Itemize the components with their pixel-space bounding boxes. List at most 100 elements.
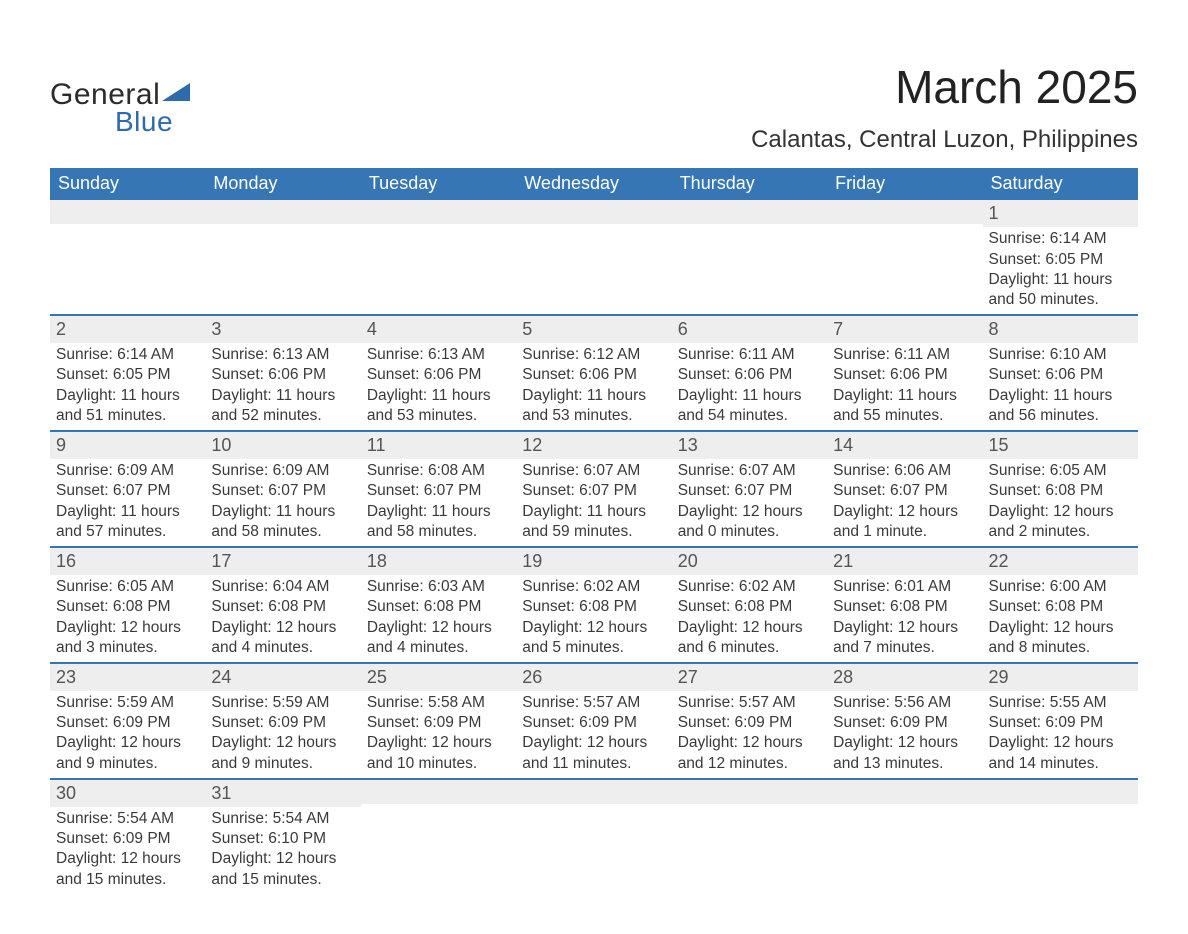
sunrise-line: Sunrise: 6:08 AM	[367, 461, 510, 481]
daylight-line: Daylight: 11 hours and 50 minutes.	[989, 270, 1132, 310]
day-number: 29	[983, 664, 1138, 691]
sunset-line: Sunset: 6:08 PM	[678, 597, 821, 617]
day-body: Sunrise: 6:08 AMSunset: 6:07 PMDaylight:…	[361, 459, 516, 546]
day-cell: 21Sunrise: 6:01 AMSunset: 6:08 PMDayligh…	[827, 548, 982, 662]
day-body: Sunrise: 6:00 AMSunset: 6:08 PMDaylight:…	[983, 575, 1138, 662]
day-number: 2	[50, 316, 205, 343]
day-number: 31	[205, 780, 360, 807]
daylight-line: Daylight: 12 hours and 1 minute.	[833, 502, 976, 542]
sunset-line: Sunset: 6:07 PM	[522, 481, 665, 501]
day-body: Sunrise: 6:10 AMSunset: 6:06 PMDaylight:…	[983, 343, 1138, 430]
sunset-line: Sunset: 6:08 PM	[989, 597, 1132, 617]
sunrise-line: Sunrise: 6:01 AM	[833, 577, 976, 597]
day-cell: 11Sunrise: 6:08 AMSunset: 6:07 PMDayligh…	[361, 432, 516, 546]
day-cell: 29Sunrise: 5:55 AMSunset: 6:09 PMDayligh…	[983, 664, 1138, 778]
day-body: Sunrise: 6:04 AMSunset: 6:08 PMDaylight:…	[205, 575, 360, 662]
day-number: 28	[827, 664, 982, 691]
day-body	[516, 224, 671, 230]
day-body: Sunrise: 5:56 AMSunset: 6:09 PMDaylight:…	[827, 691, 982, 778]
day-cell	[361, 780, 516, 894]
daylight-line: Daylight: 12 hours and 4 minutes.	[367, 618, 510, 658]
day-cell: 31Sunrise: 5:54 AMSunset: 6:10 PMDayligh…	[205, 780, 360, 894]
sunrise-line: Sunrise: 6:07 AM	[678, 461, 821, 481]
daylight-line: Daylight: 12 hours and 7 minutes.	[833, 618, 976, 658]
day-number: 23	[50, 664, 205, 691]
day-cell	[827, 780, 982, 894]
day-body: Sunrise: 6:11 AMSunset: 6:06 PMDaylight:…	[827, 343, 982, 430]
day-number	[827, 780, 982, 804]
day-body: Sunrise: 6:14 AMSunset: 6:05 PMDaylight:…	[983, 227, 1138, 314]
daylight-line: Daylight: 12 hours and 15 minutes.	[211, 849, 354, 889]
day-cell: 12Sunrise: 6:07 AMSunset: 6:07 PMDayligh…	[516, 432, 671, 546]
daylight-line: Daylight: 11 hours and 58 minutes.	[211, 502, 354, 542]
daylight-line: Daylight: 12 hours and 14 minutes.	[989, 733, 1132, 773]
day-number: 15	[983, 432, 1138, 459]
day-number: 10	[205, 432, 360, 459]
daylight-line: Daylight: 11 hours and 56 minutes.	[989, 386, 1132, 426]
daylight-line: Daylight: 12 hours and 12 minutes.	[678, 733, 821, 773]
sunrise-line: Sunrise: 6:10 AM	[989, 345, 1132, 365]
day-cell	[672, 780, 827, 894]
day-number: 18	[361, 548, 516, 575]
day-number: 22	[983, 548, 1138, 575]
daylight-line: Daylight: 12 hours and 6 minutes.	[678, 618, 821, 658]
sunrise-line: Sunrise: 5:54 AM	[211, 809, 354, 829]
day-cell: 26Sunrise: 5:57 AMSunset: 6:09 PMDayligh…	[516, 664, 671, 778]
weekday-header: Sunday	[50, 168, 205, 200]
day-body	[672, 224, 827, 230]
day-body	[983, 804, 1138, 810]
sunrise-line: Sunrise: 5:59 AM	[56, 693, 199, 713]
day-body: Sunrise: 6:13 AMSunset: 6:06 PMDaylight:…	[205, 343, 360, 430]
daylight-line: Daylight: 11 hours and 57 minutes.	[56, 502, 199, 542]
sunset-line: Sunset: 6:09 PM	[56, 713, 199, 733]
weekday-header: Thursday	[672, 168, 827, 200]
day-number	[983, 780, 1138, 804]
day-number: 11	[361, 432, 516, 459]
day-number	[516, 200, 671, 224]
day-body: Sunrise: 6:02 AMSunset: 6:08 PMDaylight:…	[672, 575, 827, 662]
day-number: 27	[672, 664, 827, 691]
sunrise-line: Sunrise: 6:06 AM	[833, 461, 976, 481]
sunset-line: Sunset: 6:09 PM	[367, 713, 510, 733]
day-body	[50, 224, 205, 230]
day-number: 24	[205, 664, 360, 691]
weekday-header-row: SundayMondayTuesdayWednesdayThursdayFrid…	[50, 168, 1138, 200]
day-cell	[50, 200, 205, 314]
calendar-page: General Blue March 2025 Calantas, Centra…	[0, 0, 1188, 934]
day-body	[827, 804, 982, 810]
sunset-line: Sunset: 6:07 PM	[56, 481, 199, 501]
weeks-container: 1Sunrise: 6:14 AMSunset: 6:05 PMDaylight…	[50, 200, 1138, 894]
sunrise-line: Sunrise: 6:14 AM	[989, 229, 1132, 249]
day-number: 30	[50, 780, 205, 807]
day-body: Sunrise: 6:02 AMSunset: 6:08 PMDaylight:…	[516, 575, 671, 662]
day-body: Sunrise: 6:01 AMSunset: 6:08 PMDaylight:…	[827, 575, 982, 662]
sunrise-line: Sunrise: 6:05 AM	[56, 577, 199, 597]
sunset-line: Sunset: 6:09 PM	[833, 713, 976, 733]
day-body	[672, 804, 827, 810]
sunset-line: Sunset: 6:09 PM	[989, 713, 1132, 733]
day-number: 21	[827, 548, 982, 575]
location-title: Calantas, Central Luzon, Philippines	[751, 126, 1138, 154]
daylight-line: Daylight: 12 hours and 0 minutes.	[678, 502, 821, 542]
day-cell: 24Sunrise: 5:59 AMSunset: 6:09 PMDayligh…	[205, 664, 360, 778]
day-cell: 6Sunrise: 6:11 AMSunset: 6:06 PMDaylight…	[672, 316, 827, 430]
daylight-line: Daylight: 12 hours and 15 minutes.	[56, 849, 199, 889]
sunset-line: Sunset: 6:09 PM	[678, 713, 821, 733]
daylight-line: Daylight: 11 hours and 53 minutes.	[367, 386, 510, 426]
sunset-line: Sunset: 6:09 PM	[522, 713, 665, 733]
daylight-line: Daylight: 12 hours and 9 minutes.	[211, 733, 354, 773]
day-cell: 5Sunrise: 6:12 AMSunset: 6:06 PMDaylight…	[516, 316, 671, 430]
week-row: 1Sunrise: 6:14 AMSunset: 6:05 PMDaylight…	[50, 200, 1138, 314]
day-body	[827, 224, 982, 230]
day-body: Sunrise: 5:54 AMSunset: 6:09 PMDaylight:…	[50, 807, 205, 894]
day-number: 13	[672, 432, 827, 459]
week-row: 30Sunrise: 5:54 AMSunset: 6:09 PMDayligh…	[50, 778, 1138, 894]
daylight-line: Daylight: 12 hours and 3 minutes.	[56, 618, 199, 658]
sunrise-line: Sunrise: 6:09 AM	[211, 461, 354, 481]
sunrise-line: Sunrise: 6:04 AM	[211, 577, 354, 597]
weekday-header: Tuesday	[361, 168, 516, 200]
sunset-line: Sunset: 6:08 PM	[211, 597, 354, 617]
day-number	[827, 200, 982, 224]
sunrise-line: Sunrise: 5:57 AM	[522, 693, 665, 713]
day-number: 17	[205, 548, 360, 575]
